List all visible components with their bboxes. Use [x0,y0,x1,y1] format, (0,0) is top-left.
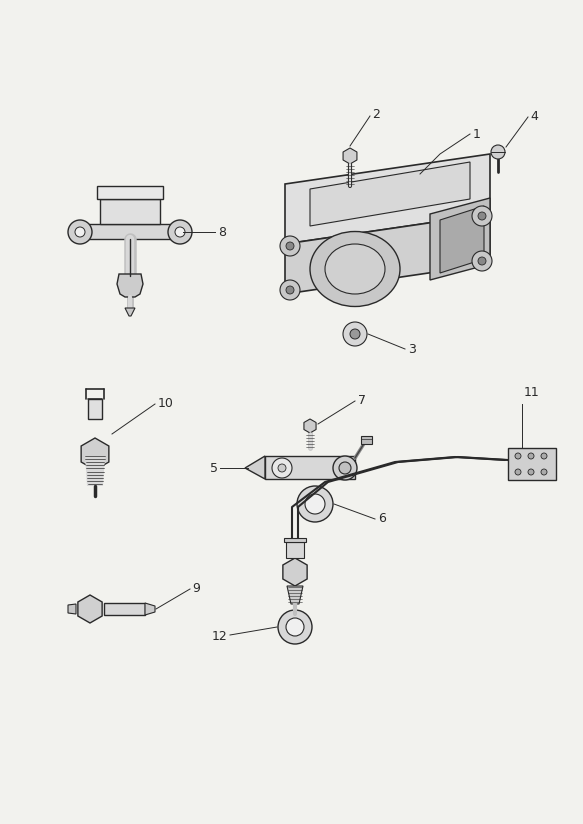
Circle shape [333,456,357,480]
Polygon shape [283,558,307,586]
Polygon shape [284,538,306,542]
Polygon shape [310,162,470,226]
Polygon shape [100,199,160,224]
Circle shape [472,206,492,226]
Polygon shape [287,586,303,604]
Circle shape [68,220,92,244]
Polygon shape [145,603,155,615]
Text: 12: 12 [211,630,227,643]
Circle shape [168,220,192,244]
Circle shape [272,458,292,478]
Polygon shape [343,148,357,164]
Polygon shape [85,456,105,486]
Ellipse shape [325,244,385,294]
Text: 1: 1 [473,128,481,141]
Polygon shape [508,448,556,480]
Text: 10: 10 [158,396,174,410]
Circle shape [339,462,351,474]
Text: 7: 7 [358,394,366,406]
Polygon shape [117,274,143,297]
Polygon shape [81,438,109,470]
Circle shape [278,464,286,472]
Text: 11: 11 [524,386,540,399]
Polygon shape [75,224,185,239]
Circle shape [175,227,185,237]
Text: 3: 3 [408,343,416,355]
Polygon shape [361,436,372,444]
Circle shape [297,486,333,522]
Circle shape [280,280,300,300]
Circle shape [286,618,304,636]
Polygon shape [125,308,135,316]
Circle shape [343,322,367,346]
Text: 6: 6 [378,513,386,526]
Circle shape [528,469,534,475]
Circle shape [350,329,360,339]
Polygon shape [265,456,355,479]
Circle shape [515,469,521,475]
Circle shape [528,453,534,459]
Circle shape [286,286,294,294]
Text: 5: 5 [210,461,218,475]
Polygon shape [88,399,102,419]
Polygon shape [430,198,490,280]
Text: 2: 2 [372,107,380,120]
Circle shape [478,212,486,220]
Circle shape [472,251,492,271]
Circle shape [541,469,547,475]
Circle shape [478,257,486,265]
Polygon shape [97,186,163,199]
Polygon shape [104,603,145,615]
Polygon shape [68,604,76,614]
Circle shape [280,236,300,256]
Polygon shape [304,419,316,433]
Circle shape [75,227,85,237]
Polygon shape [78,595,102,623]
Circle shape [286,242,294,250]
Text: 4: 4 [530,110,538,123]
Text: 9: 9 [192,582,200,594]
Polygon shape [440,206,484,273]
Circle shape [491,145,505,159]
Circle shape [541,453,547,459]
Circle shape [515,453,521,459]
Ellipse shape [310,232,400,307]
Polygon shape [285,214,490,294]
Text: 8: 8 [218,226,226,238]
Circle shape [305,494,325,514]
Polygon shape [286,542,304,558]
Polygon shape [285,154,490,244]
Circle shape [278,610,312,644]
Polygon shape [245,456,265,479]
